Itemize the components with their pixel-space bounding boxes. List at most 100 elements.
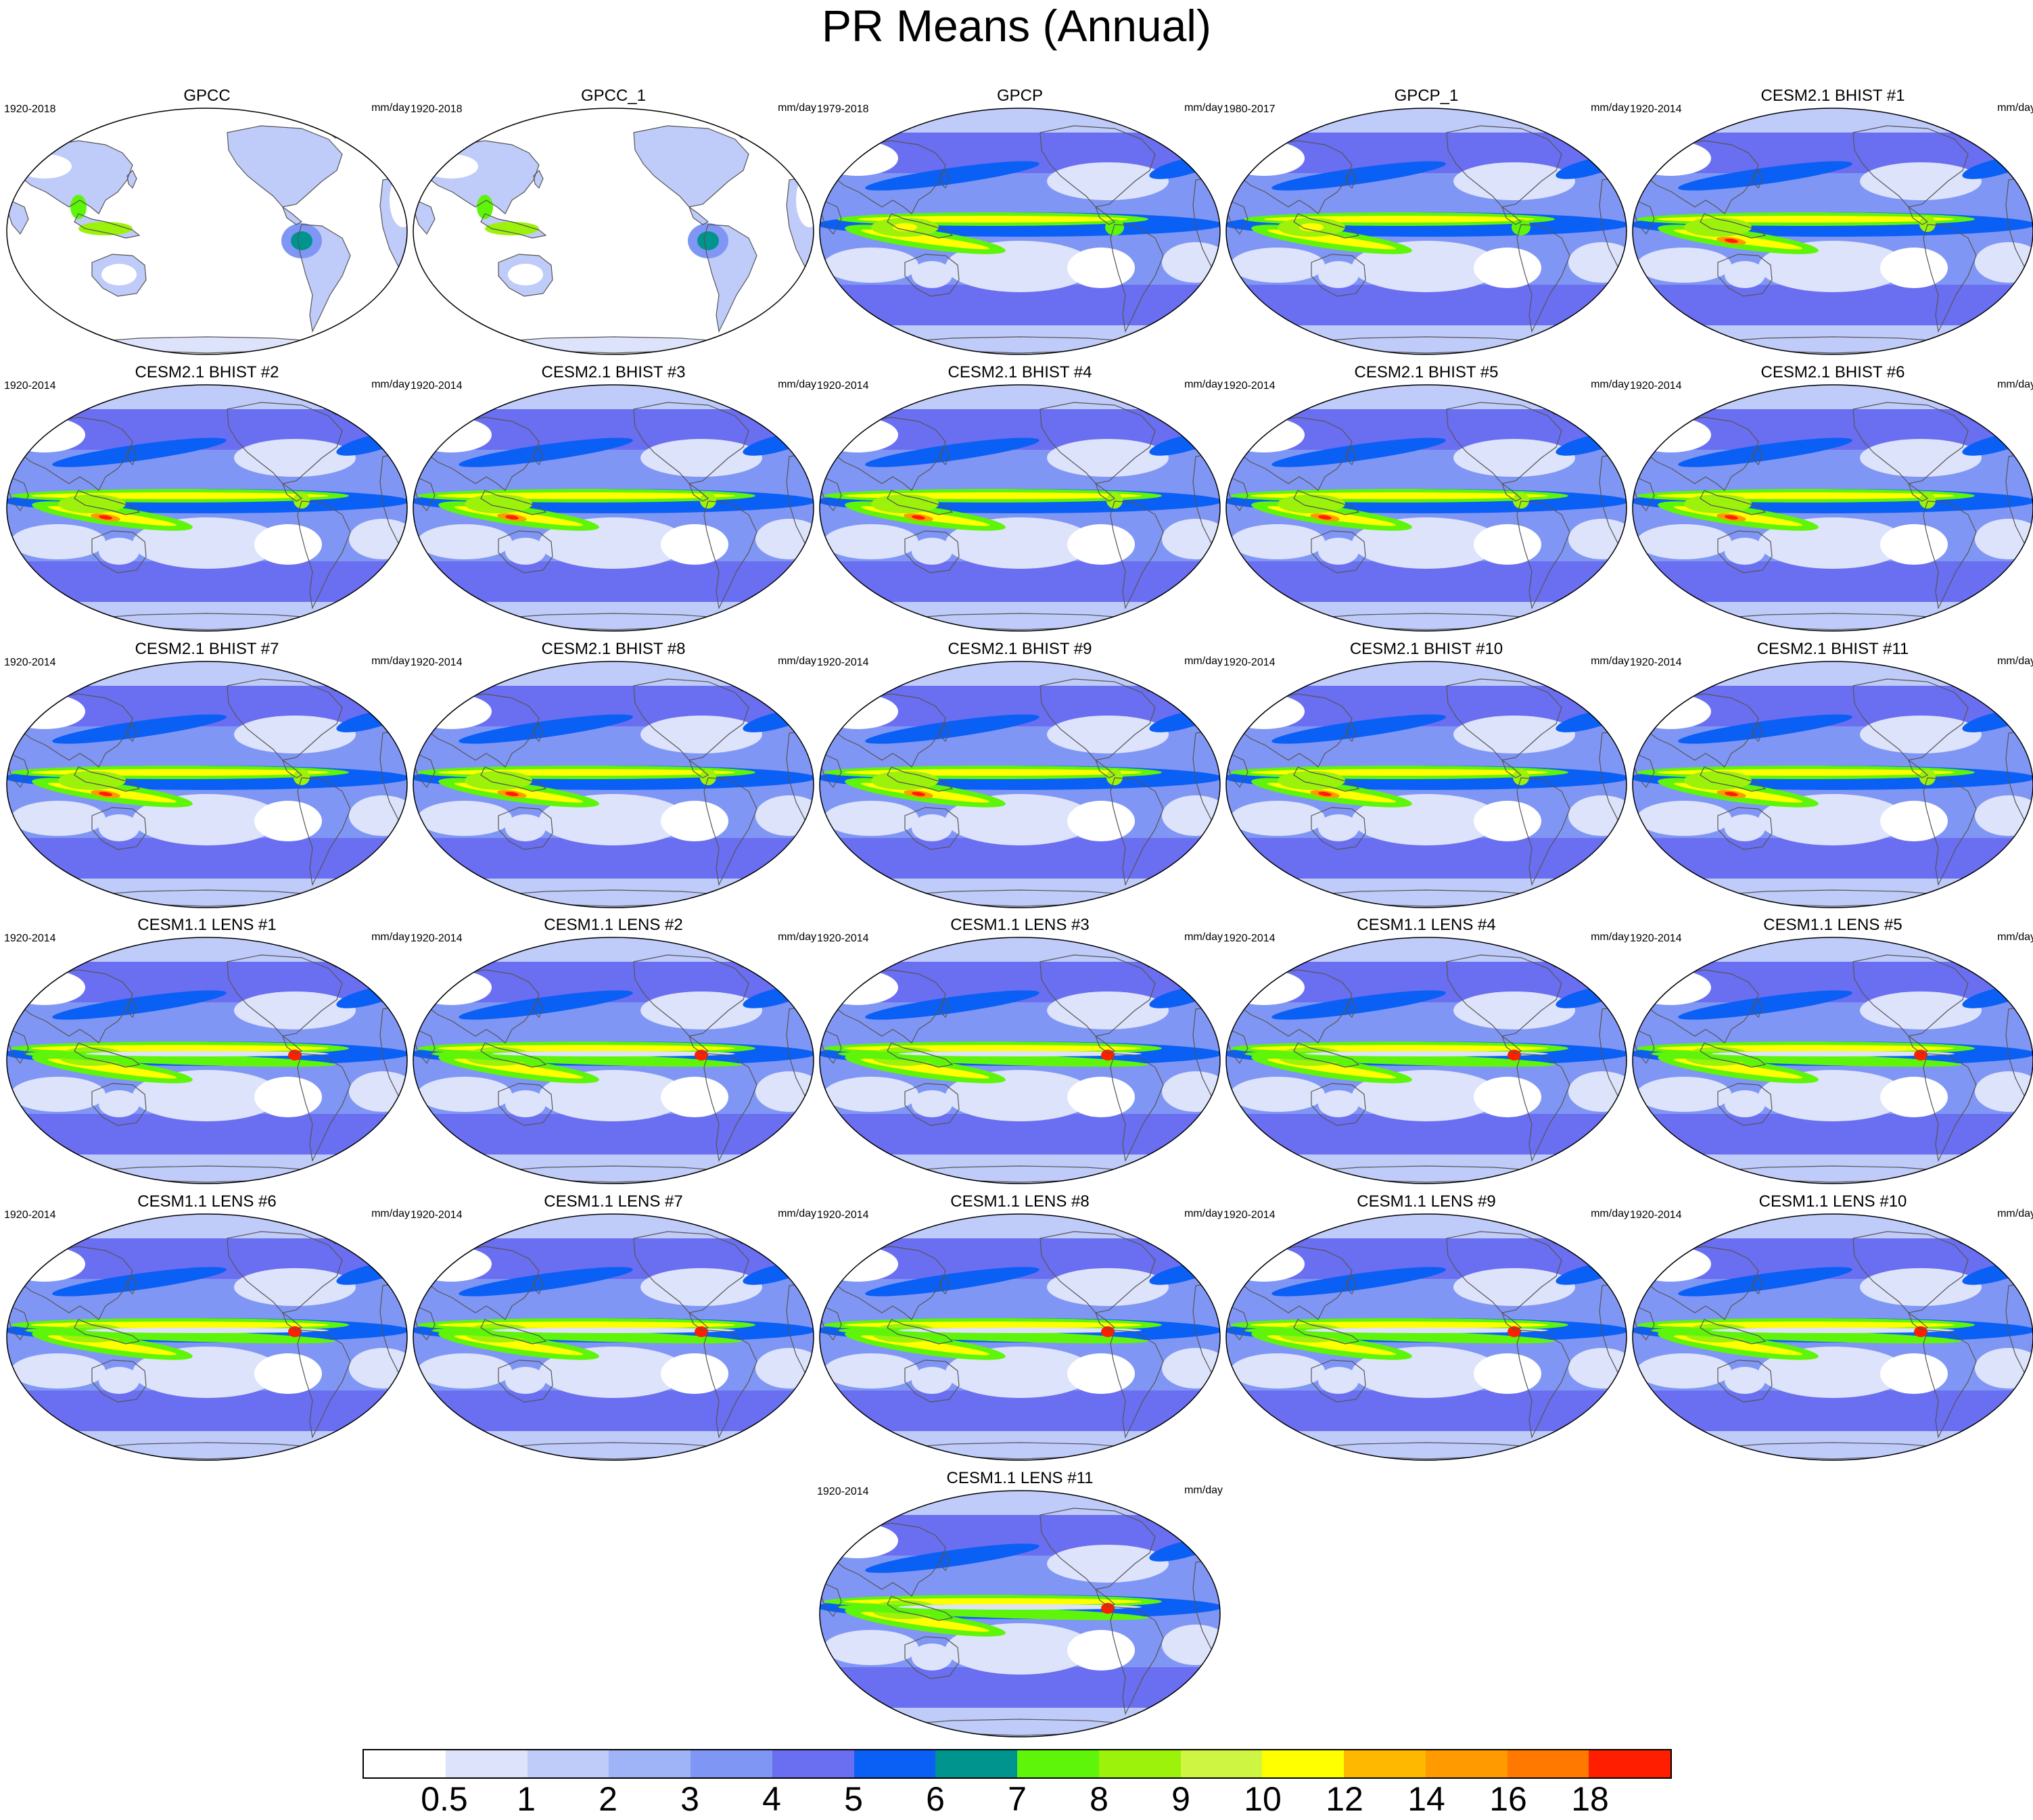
map-frame [413,108,814,355]
coastline [1923,500,1977,609]
warm-pool-peak [912,515,925,520]
panel-units: mm/day [1591,931,1629,943]
map-panel: CESM2.1 BHIST #5 1920-2014 mm/day [1223,362,1629,636]
antarctic-band [1226,1431,1627,1460]
land-precip-shape [789,141,814,176]
arctic-band [820,937,1220,962]
amazon-wet [1919,216,1936,232]
world-map [413,661,814,908]
coastline [1094,206,1116,225]
indian-ocean-dry-zone [417,524,512,559]
antarctic-band [1633,1154,2033,1184]
antarctic-band [1633,879,2033,908]
coastline [480,213,547,239]
coastline [830,1522,946,1597]
central-asia-dry [1226,694,1305,729]
colorbar-swatch [1507,1750,1589,1777]
se-pacific-core-dry [1067,524,1135,565]
nh-storm-track [52,1267,227,1297]
coastline [830,1246,946,1320]
coastline [1907,759,1929,778]
n-pacific-dry-zone [1860,439,1982,477]
coastline [939,998,950,1019]
coastline [1195,140,1220,177]
coastline [126,446,137,466]
panama-peak [1914,1050,1927,1060]
australia-dry [1318,1090,1359,1117]
panel-period: 1920-2014 [1223,380,1276,392]
map-frame [1225,661,1627,908]
arctic-band [820,385,1220,409]
colorbar-swatch [1425,1750,1508,1777]
equatorial-cold-tongue [1305,1328,1548,1333]
warm-pool [1278,771,1345,790]
panel-period: 1920-2014 [4,1209,56,1221]
nh-storm-track [1678,161,1852,191]
nh-storm-track [865,714,1039,744]
colorbar-swatch [1017,1750,1099,1777]
coastline [703,1053,757,1162]
warm-pool-peak [99,791,112,797]
se-pacific-core-dry [1880,248,1948,288]
world-map [6,108,408,355]
arctic-band [413,1214,814,1238]
warm-pool-peak [912,791,925,797]
colorbar-swatch [1589,1750,1670,1777]
warm-pool-max [1299,223,1324,231]
colorbar-tick-label: 2 [599,1780,617,1818]
coastline [2005,1004,2033,1103]
coastline [1852,125,1969,208]
se-pacific-core-dry [1880,1077,1948,1117]
central-asia-dry [820,1523,898,1558]
map-panel: CESM1.1 LENS #1 1920-2014 mm/day [4,914,410,1189]
panel-units: mm/day [1184,379,1223,390]
map-frame [413,384,814,632]
coastline [1501,1035,1522,1054]
coastline [789,140,814,177]
precip-field [7,661,407,908]
panel-period: 1920-2014 [817,380,869,392]
coastline [1643,1246,1759,1320]
colorbar-tick-label: 7 [1008,1780,1027,1818]
central-asia-dry [413,1246,492,1282]
map-frame [819,937,1221,1184]
warm-pool [1684,771,1752,790]
panel-period: 1920-2014 [1630,1209,1682,1221]
coastline [227,678,343,761]
australia-dry [99,1090,139,1117]
australia-dry [912,814,952,841]
se-pacific-core-dry [661,1077,728,1117]
equatorial-cold-tongue [898,1328,1142,1333]
double-itcz [431,1051,742,1067]
coastline [498,807,553,850]
precip-field [413,937,814,1184]
panel-period: 1920-2014 [1630,380,1682,392]
panama-peak [1508,1050,1521,1060]
coastline [297,1053,351,1162]
australia-dry [1725,538,1765,565]
coastline [1752,1275,1763,1295]
coastline [1293,766,1360,792]
equatorial-cold-tongue [85,1051,329,1056]
panel-units: mm/day [778,102,816,114]
panel-period: 1920-2014 [1630,103,1682,115]
warm-pool-peak [99,515,112,520]
australia-dry [912,1367,952,1394]
land-precip-shape [689,207,708,225]
coastline [533,722,544,743]
coastline [281,206,303,225]
antarctic-band [7,1154,407,1184]
arctic-band [1226,385,1627,409]
nh-storm-track [865,1267,1039,1297]
central-asia-dry [18,154,72,179]
panel-units: mm/day [1997,1208,2033,1219]
map-panel: CESM2.1 BHIST #2 1920-2014 mm/day [4,362,410,636]
coastline [1446,954,1562,1037]
antarctic-band [820,1154,1220,1184]
indian-ocean-dry-zone [1637,248,1731,283]
world-map [819,1490,1221,1737]
panel-title: CESM2.1 BHIST #9 [948,640,1092,658]
coastline [17,1246,133,1320]
coastline [297,224,351,333]
colorbar-swatch [364,1750,446,1777]
